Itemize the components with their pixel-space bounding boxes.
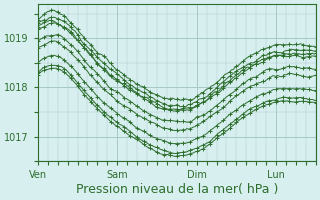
X-axis label: Pression niveau de la mer( hPa ): Pression niveau de la mer( hPa ) (76, 183, 278, 196)
